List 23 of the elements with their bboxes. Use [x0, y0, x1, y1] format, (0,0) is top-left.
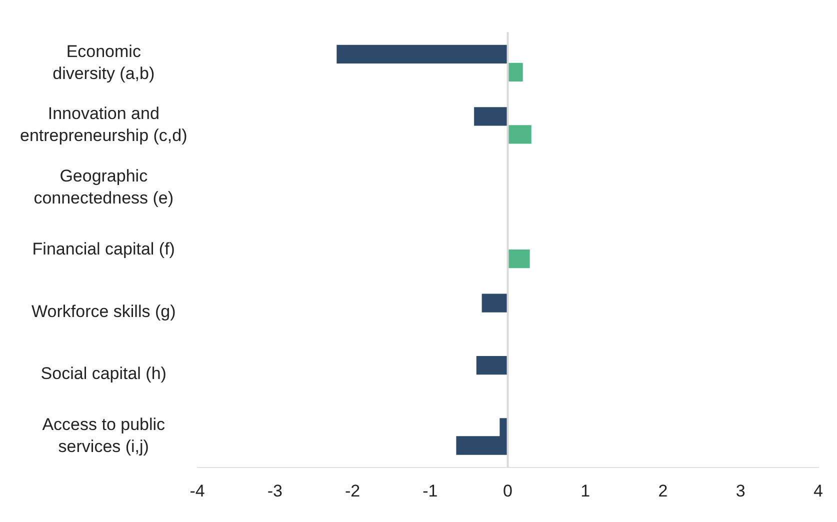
x-tick-label: -2 — [344, 481, 360, 500]
bar — [482, 294, 508, 312]
y-tick-label: Access to public services (i,j) — [42, 415, 166, 456]
bar — [507, 125, 532, 144]
y-tick-label: Economic diversity (a,b) — [52, 42, 155, 83]
bar — [336, 44, 508, 64]
x-tick-label: 1 — [580, 481, 590, 500]
y-tick-label: Social capital (h) — [40, 364, 166, 383]
y-tick-label: Financial capital (f) — [32, 240, 175, 259]
bar — [507, 62, 523, 82]
x-tick-label: -4 — [190, 481, 205, 500]
bar — [476, 356, 508, 375]
x-tick-label: -1 — [422, 481, 438, 500]
bar — [507, 250, 530, 268]
y-tick-label: Geographic connectedness (e) — [34, 166, 174, 208]
x-tick-label: 4 — [814, 481, 824, 500]
y-tick-label: Workforce skills (g) — [32, 302, 176, 321]
bar — [474, 107, 508, 126]
y-tick-label: Innovation and entrepreneurship (c,d) — [20, 104, 188, 146]
x-tick-label: 3 — [736, 481, 746, 500]
x-tick-label: -3 — [267, 481, 282, 500]
x-tick-label: 2 — [658, 481, 668, 500]
x-tick-label: 0 — [503, 481, 512, 500]
